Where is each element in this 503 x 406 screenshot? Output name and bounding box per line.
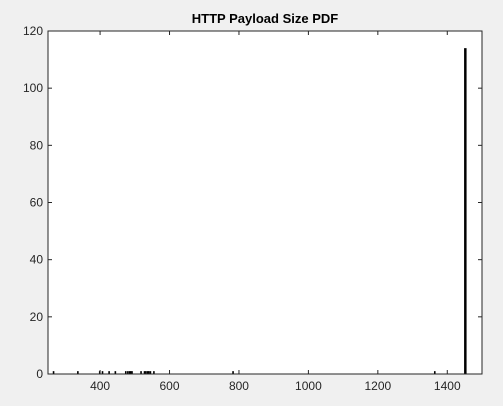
bar [146, 371, 149, 374]
x-tick-label: 400 [90, 379, 110, 393]
bar [77, 371, 79, 374]
x-tick-label: 600 [160, 379, 180, 393]
y-tick-label: 100 [23, 81, 43, 95]
x-tick-label: 1000 [295, 379, 322, 393]
x-tick-label: 1400 [434, 379, 461, 393]
bar [145, 371, 147, 374]
chart-title: HTTP Payload Size PDF [192, 11, 338, 26]
bar [127, 371, 129, 374]
x-tick-label: 800 [229, 379, 249, 393]
bar [101, 371, 104, 374]
bar [131, 371, 133, 374]
y-tick-label: 60 [30, 196, 44, 210]
bar [464, 48, 467, 375]
bar [140, 371, 142, 374]
bar [143, 371, 146, 374]
axes-group: 400 600 800 1000 1200 1400 0 20 40 60 80 100 120 [23, 24, 483, 393]
bar [129, 371, 132, 374]
plot-area [48, 31, 482, 374]
bar [149, 371, 152, 374]
bar [147, 371, 150, 374]
bar [114, 371, 117, 374]
y-tick-label: 20 [30, 310, 44, 324]
bar [232, 371, 234, 374]
bar [52, 371, 55, 374]
y-tick-label: 40 [30, 253, 44, 267]
x-tick-label: 1200 [364, 379, 391, 393]
bar [153, 371, 155, 374]
y-tick-label: 0 [36, 367, 43, 381]
bars-group [52, 48, 467, 375]
y-tick-label: 120 [23, 24, 43, 38]
y-tick-label: 80 [30, 138, 44, 152]
bar [128, 371, 131, 374]
bar [108, 371, 110, 374]
bar [124, 371, 127, 374]
bar [433, 371, 436, 374]
